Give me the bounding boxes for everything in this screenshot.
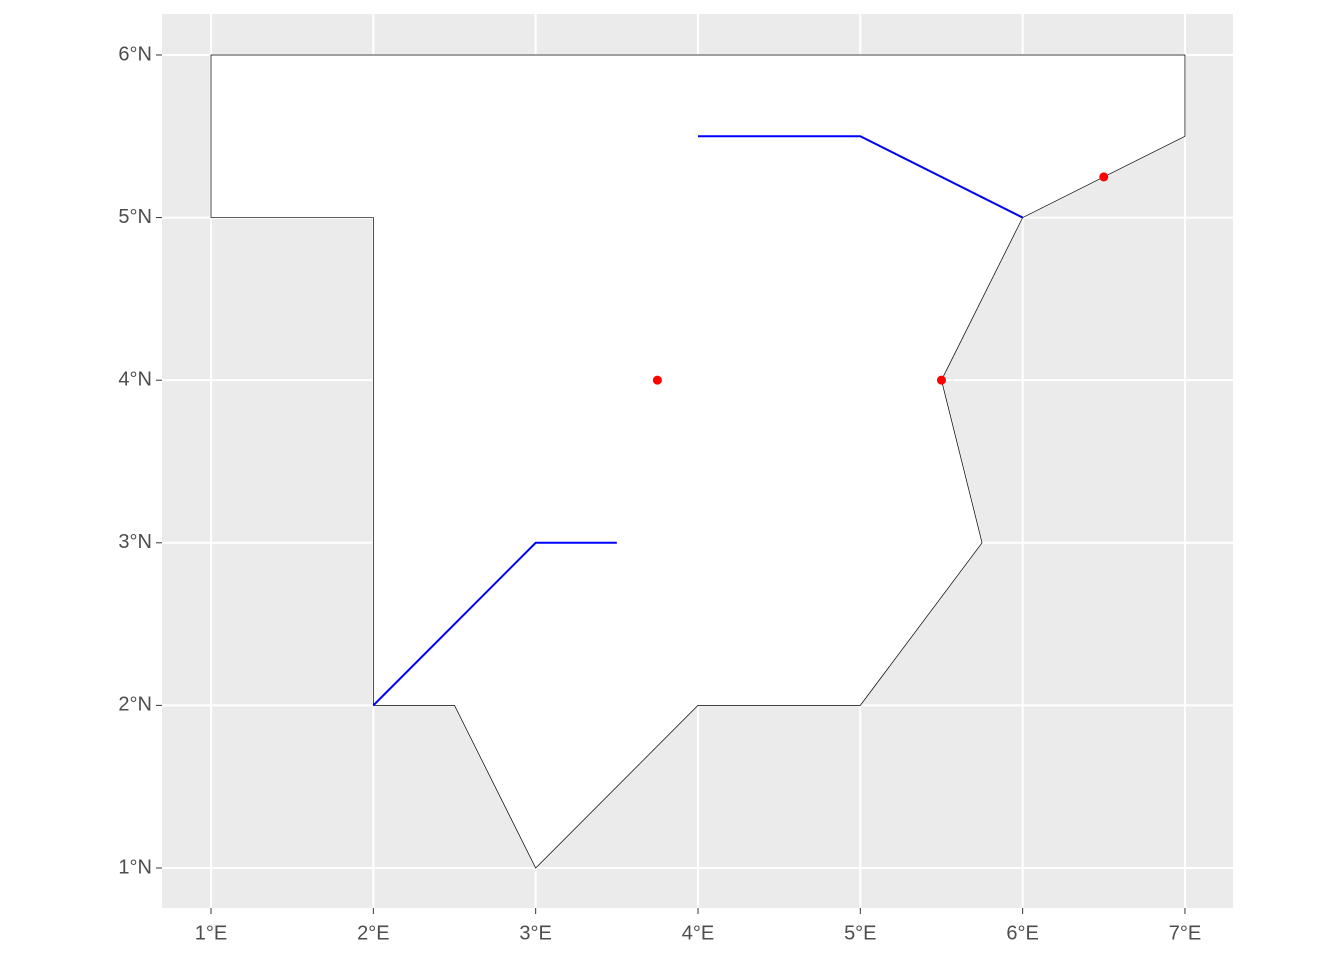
x-tick-label: 2°E [357, 922, 389, 944]
x-tick-label: 1°E [195, 922, 227, 944]
y-tick-label: 4°N [118, 368, 152, 390]
y-tick-label: 5°N [118, 206, 152, 228]
point [652, 375, 662, 385]
y-tick-label: 2°N [118, 694, 152, 716]
x-tick-label: 5°E [844, 922, 876, 944]
y-tick-label: 1°N [118, 856, 152, 878]
x-tick-label: 4°E [682, 922, 714, 944]
x-tick-label: 7°E [1169, 922, 1201, 944]
y-tick-label: 3°N [118, 531, 152, 553]
point [1099, 172, 1109, 182]
point [936, 375, 946, 385]
region [210, 54, 1186, 869]
y-tick-label: 6°N [118, 43, 152, 65]
x-tick-label: 3°E [519, 922, 551, 944]
route-line [372, 541, 617, 707]
route-line [697, 135, 1024, 219]
x-tick-label: 6°E [1006, 922, 1038, 944]
